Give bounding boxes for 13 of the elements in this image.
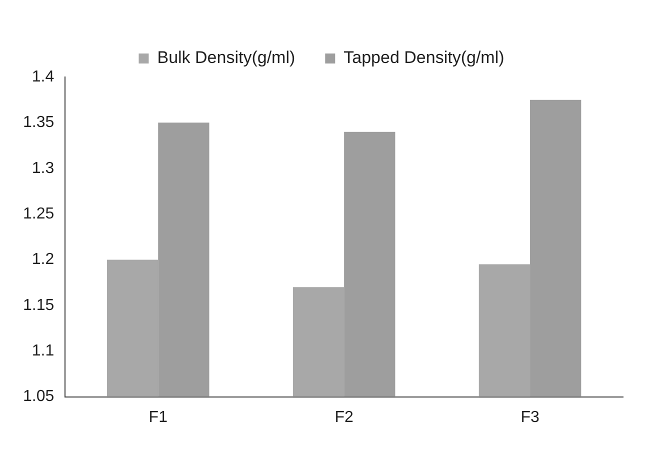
x-tick-label: F1 <box>148 408 168 426</box>
x-tick-label: F3 <box>520 408 540 426</box>
legend-label: Tapped Density(g/ml) <box>344 48 504 68</box>
x-tick-label: F2 <box>334 408 354 426</box>
y-tick-label: 1.35 <box>23 114 54 132</box>
y-tick-label: 1.4 <box>32 68 54 86</box>
y-tick-label: 1.3 <box>32 160 54 177</box>
y-tick-label: 1.25 <box>23 205 54 222</box>
y-tick-label: 1.15 <box>23 296 54 314</box>
y-tick-label: 1.1 <box>32 342 54 360</box>
y-tick-label: 1.2 <box>32 251 54 268</box>
y-tick-label: 1.05 <box>23 388 54 406</box>
legend-label: Bulk Density(g/ml) <box>157 48 296 68</box>
